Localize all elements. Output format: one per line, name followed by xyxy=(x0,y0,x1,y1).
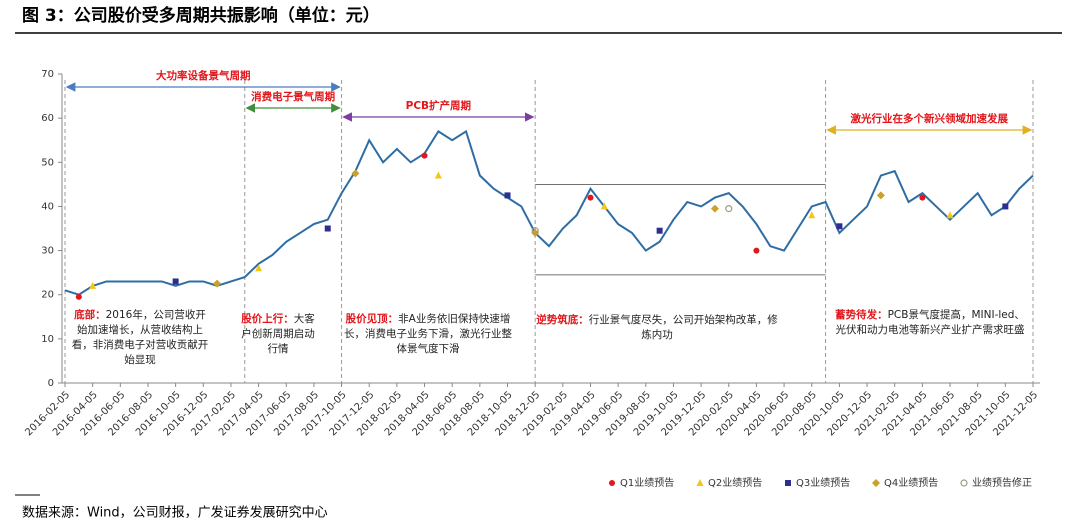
y-tick-label: 20 xyxy=(41,290,54,301)
marker xyxy=(609,480,615,486)
annotation-text: PCB景气度提高，MINI-led、光伏和动力电池等新兴产业扩产需求旺盛 xyxy=(835,309,1025,336)
chart-title: 图 3：公司股价受多周期共振影响（单位：元） xyxy=(22,5,380,26)
y-tick-label: 30 xyxy=(41,246,54,257)
legend-label: Q3业绩预告 xyxy=(796,476,850,489)
marker xyxy=(531,227,539,235)
y-tick-label: 40 xyxy=(41,201,54,212)
marker xyxy=(421,152,428,159)
y-tick-label: 0 xyxy=(48,378,54,389)
marker xyxy=(89,281,97,289)
annotation-label: 底部： xyxy=(74,309,106,321)
annotation-text: 2016年，公司营收开始加速增长，从营收结构上看，非消费电子对营收贡献开始显现 xyxy=(71,309,209,366)
legend-label: 业绩预告修正 xyxy=(972,476,1032,489)
annotation: 蓄势待发：PCB景气度提高，MINI-led、光伏和动力电池等新兴产业扩产需求旺… xyxy=(830,308,1030,338)
marker xyxy=(213,279,222,288)
marker xyxy=(504,192,511,199)
legend-label: Q2业绩预告 xyxy=(708,476,762,489)
annotation-label: 股价见顶： xyxy=(345,313,399,325)
marker xyxy=(696,479,704,486)
marker xyxy=(324,225,331,232)
marker xyxy=(434,171,442,179)
annotation: 股价上行：大客户创新周期启动行情 xyxy=(238,312,318,357)
annotation-label: 蓄势待发： xyxy=(835,309,888,321)
period-label: 大功率设备景气周期 xyxy=(156,69,251,82)
marker xyxy=(753,247,760,254)
marker xyxy=(75,293,82,300)
marker xyxy=(876,191,885,200)
period-label: PCB扩产周期 xyxy=(406,99,471,112)
marker xyxy=(808,211,816,219)
marker xyxy=(836,223,843,230)
marker xyxy=(531,228,540,237)
marker xyxy=(600,202,608,210)
annotation-label: 股价上行： xyxy=(241,313,294,325)
y-tick-label: 70 xyxy=(41,69,54,80)
marker xyxy=(710,204,719,213)
y-tick-label: 50 xyxy=(41,157,54,168)
legend-label: Q1业绩预告 xyxy=(620,476,674,489)
y-tick-label: 60 xyxy=(41,113,54,124)
y-tick-label: 10 xyxy=(41,334,54,345)
marker xyxy=(960,479,968,487)
period-label: 消费电子景气周期 xyxy=(251,90,335,103)
marker xyxy=(946,211,954,219)
annotation-text: 大客户创新周期启动行情 xyxy=(241,313,315,355)
legend-label: Q4业绩预告 xyxy=(884,476,938,489)
marker xyxy=(172,278,179,285)
marker xyxy=(919,194,926,201)
marker xyxy=(872,479,880,487)
annotation-label: 逆势筑底： xyxy=(536,314,589,326)
period-label: 激光行业在多个新兴领域加速发展 xyxy=(851,112,1009,125)
marker xyxy=(351,169,360,178)
annotation-text: 非A业务依旧保持快速增长，消费电子业务下滑，激光行业整体景气度下滑 xyxy=(344,313,512,355)
source: 数据来源：Wind，公司财报，广发证券发展研究中心 xyxy=(22,505,328,521)
annotation-text: 行业景气度尽失，公司开始架构改革，修炼内功 xyxy=(588,314,778,341)
annotation: 底部：2016年，公司营收开始加速增长，从营收结构上看，非消费电子对营收贡献开始… xyxy=(70,308,210,368)
marker xyxy=(656,227,663,234)
marker xyxy=(587,194,594,201)
annotation: 逆势筑底：行业景气度尽失，公司开始架构改革，修炼内功 xyxy=(532,313,782,343)
price-line xyxy=(64,129,1034,296)
annotation: 股价见顶：非A业务依旧保持快速增长，消费电子业务下滑，激光行业整体景气度下滑 xyxy=(343,312,513,357)
marker xyxy=(255,264,263,272)
marker xyxy=(725,205,733,213)
marker xyxy=(785,480,791,486)
marker xyxy=(1002,203,1009,210)
